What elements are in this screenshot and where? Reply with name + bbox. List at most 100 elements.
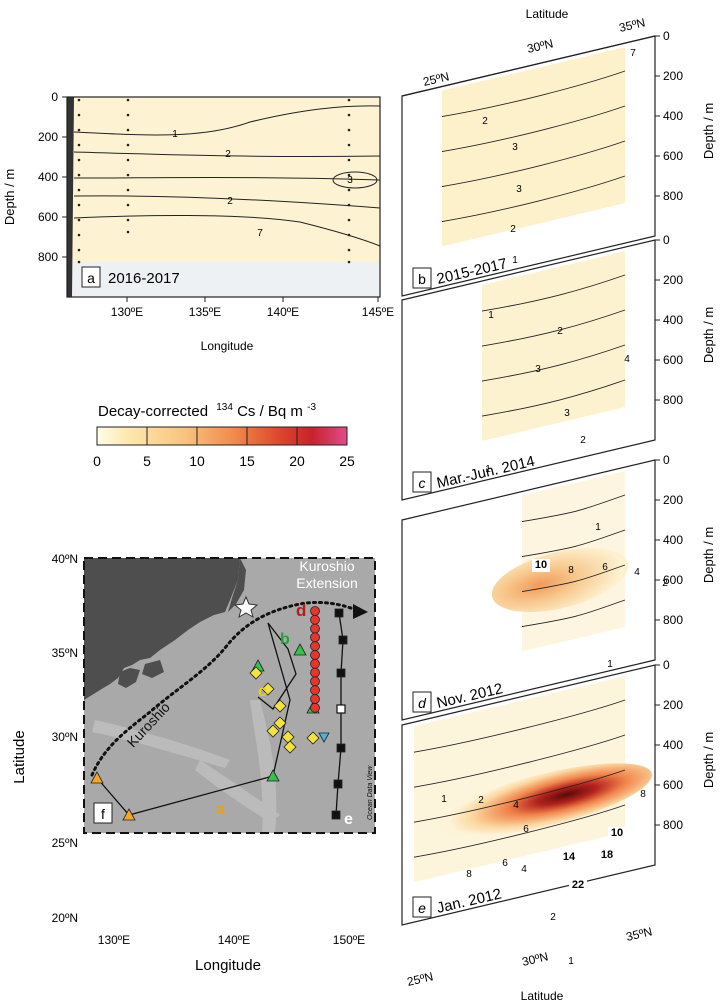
kuroshio-path [90, 600, 362, 777]
sample-dot [347, 113, 351, 117]
map-ytick: 40ºN [52, 552, 78, 566]
panel-frame [401, 239, 656, 501]
map-label-b: b [280, 631, 290, 648]
contour-label: 4 [513, 800, 519, 811]
concentration-maximum [491, 547, 629, 613]
sample-dot [77, 158, 81, 162]
contour-label: 3 [564, 408, 570, 419]
panel-a-ytick: 400 [38, 170, 58, 184]
map-frame [83, 557, 376, 834]
sample-dot [77, 203, 81, 207]
map-xtick: 130ºE [98, 933, 130, 947]
panel-c: 0 200 400 600 800 Depth / m 1 2 3 4 3 2 1 c Mar.-Jun. … [401, 233, 716, 501]
panel-a-field [67, 97, 380, 262]
panel-letter: d [418, 695, 427, 711]
station-d-marker [310, 685, 320, 696]
sample-dot [347, 188, 351, 192]
panel-caption: Jan. 2012 [435, 886, 503, 917]
lat-tick-bottom: 35ºN [625, 924, 654, 944]
sample-dot [77, 218, 81, 222]
sample-dot [126, 173, 130, 177]
sample-dot [126, 98, 130, 102]
lat-tick-top: 30ºN [526, 36, 555, 56]
contour-label: 4 [634, 567, 640, 578]
fukushima-star [233, 595, 259, 619]
contour-label: 14 [563, 851, 576, 863]
depth-tick: 800 [663, 613, 683, 627]
station-e-marker [331, 810, 341, 820]
station-e-marker [333, 779, 343, 789]
contour-line [441, 70, 626, 117]
sample-dot [347, 173, 351, 177]
map-xlabel: Longitude [195, 957, 261, 974]
sample-dot [77, 143, 81, 147]
depth-tick: 0 [663, 233, 670, 247]
panel-a-xtick: 140ºE [267, 305, 299, 319]
contour-label: 2 [557, 326, 563, 337]
station-c-marker [266, 724, 280, 738]
panel-a-ylabel: Depth / m [2, 169, 17, 225]
panel-a-caption: 2016-2017 [108, 270, 180, 287]
map-letter: f [101, 806, 105, 822]
contour-label: 6 [523, 824, 529, 835]
section-field [442, 47, 625, 247]
depth-tick: 200 [663, 493, 683, 507]
depth-tick: 0 [663, 453, 670, 467]
lat-tick-top: 25ºN [422, 69, 451, 89]
sample-dot [126, 143, 130, 147]
panel-a-contour-label: 3 [347, 175, 353, 186]
colorbar-title: Decay-corrected 134 Cs / Bq m -3 [98, 397, 316, 420]
contour-line [441, 140, 626, 187]
right-bottom-lat-axis: 25ºN 30ºN 35ºN Latitude [406, 924, 654, 1003]
contour-label: 2 [550, 912, 556, 923]
panel-a-shelf [67, 97, 74, 297]
colorbar-tick: 15 [239, 453, 255, 469]
lat-label-top: Latitude [526, 7, 569, 21]
panel-a-xtick: 130ºE [111, 305, 143, 319]
map-panel-f: Kuroshio Kuroshio Extension a b c d e Oc… [11, 552, 376, 974]
panel-a-ytick: 0 [51, 90, 58, 104]
colorbar-tick: 5 [143, 453, 151, 469]
contour-label: 2 [478, 795, 484, 806]
panel-letter-box [412, 267, 432, 289]
lat-tick-bottom: 30ºN [521, 949, 550, 969]
panel-letter: e [418, 900, 426, 916]
contour-label: 8 [568, 565, 574, 576]
station-d-marker [310, 623, 320, 634]
sample-dot [347, 248, 351, 252]
panel-a-letter-box [81, 266, 101, 288]
contour-label: 1 [595, 522, 601, 533]
depth-tick: 800 [663, 189, 683, 203]
colorbar-tick: 25 [339, 453, 355, 469]
contour-label: 4 [624, 354, 630, 365]
map-xtick: 140ºE [218, 933, 250, 947]
station-d-marker [310, 606, 320, 616]
sample-dot [126, 218, 130, 222]
sample-dot [347, 98, 351, 102]
contour-line [521, 494, 626, 522]
station-e-marker [336, 704, 346, 714]
station-c-marker [273, 699, 287, 713]
sample-dot [77, 248, 81, 252]
sample-dot [126, 113, 130, 117]
map-ytick: 30ºN [52, 730, 78, 744]
contour-label: 18 [601, 849, 613, 861]
lat-label-bottom: Latitude [521, 989, 564, 1003]
sample-dot [77, 113, 81, 117]
contour-label: 2 [580, 435, 586, 446]
colorbar: Decay-corrected 134 Cs / Bq m -3 0 5 10 … [93, 397, 355, 469]
map-station-markers [90, 606, 348, 821]
panel-a: 1 2 3 2 7 0 200 400 600 800 130ºE 135ºE … [2, 90, 394, 353]
panel-a-xtick: 145ºE [362, 305, 394, 319]
depth-label: Depth / m [701, 527, 716, 583]
station-c-marker [283, 740, 297, 754]
station-d-marker [310, 694, 320, 704]
station-c-marker [261, 682, 275, 696]
station-a-marker [122, 808, 136, 821]
contour-label: 1 [512, 255, 518, 266]
contour-label: 6 [502, 858, 508, 869]
contour-label: 2 [662, 578, 668, 589]
panel-a-contour-label: 7 [257, 228, 263, 239]
panel-a-contour-label: 2 [227, 196, 233, 207]
